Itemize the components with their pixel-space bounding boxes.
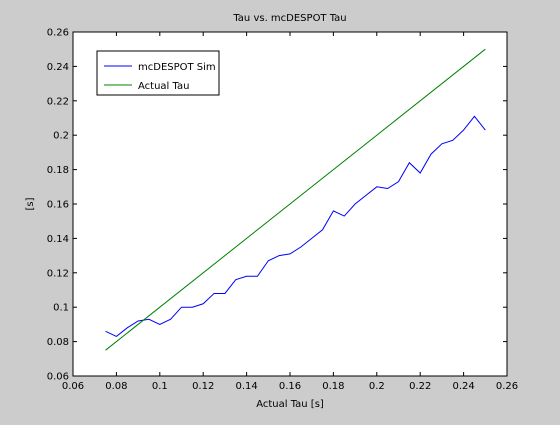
y-tick-label: 0.12 (47, 268, 69, 279)
series-line-mcdespot-sim (105, 115, 486, 338)
x-axis: 0.06 0.08 0.1 0.12 0.14 0.16 0.18 0.2 0.22 0.24 0.… (62, 32, 518, 392)
x-tick-label: 0.22 (409, 381, 431, 392)
y-tick-label: 0.06 (47, 372, 69, 383)
series-layer (105, 48, 486, 351)
x-tick-label: 0.08 (105, 381, 127, 392)
y-tick-label: 0.24 (47, 62, 69, 73)
legend: mcDESPOT Sim Actual Tau (96, 50, 220, 96)
x-tick-label: 0.16 (279, 381, 301, 392)
chart-title: Tau vs. mcDESPOT Tau (232, 13, 346, 24)
y-tick-label: 0.18 (47, 165, 69, 176)
x-tick-label: 0.24 (452, 381, 474, 392)
x-tick-label: 0.12 (192, 381, 214, 392)
y-tick-label: 0.22 (47, 96, 69, 107)
x-tick-label: 0.2 (369, 381, 385, 392)
legend-box (96, 50, 220, 96)
x-tick-label: 0.14 (235, 381, 257, 392)
x-axis-label: Actual Tau [s] (256, 399, 324, 410)
y-axis: 0.06 0.08 0.1 0.12 0.14 0.16 0.18 0.2 0.22 0.24 0.… (47, 28, 507, 383)
x-tick-label: 0.18 (322, 381, 344, 392)
legend-label-mcdespot-sim: mcDESPOT Sim (138, 62, 216, 73)
x-tick-label: 0.1 (152, 381, 168, 392)
x-tick-label: 0.06 (62, 381, 84, 392)
y-tick-label: 0.14 (47, 234, 69, 245)
y-tick-label: 0.1 (53, 303, 69, 314)
y-tick-label: 0.16 (47, 200, 69, 211)
x-tick-label: 0.26 (496, 381, 518, 392)
y-tick-label: 0.2 (53, 131, 69, 142)
legend-label-actual-tau: Actual Tau (138, 81, 189, 92)
y-tick-label: 0.26 (47, 28, 69, 39)
y-axis-label: [s] (25, 197, 36, 210)
series-line-actual-tau (105, 48, 486, 351)
y-tick-label: 0.08 (47, 337, 69, 348)
